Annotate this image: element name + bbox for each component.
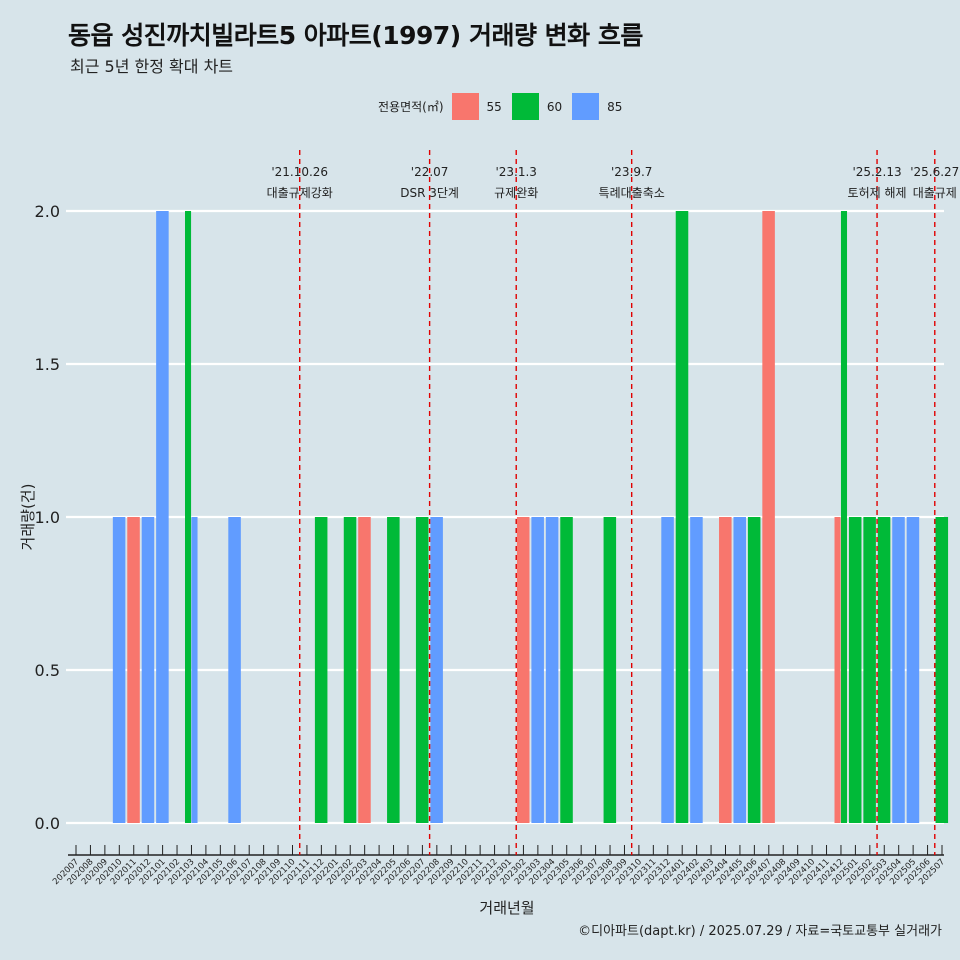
- event-label: 규제완화: [494, 186, 538, 200]
- legend-title: 전용면적(㎡): [378, 100, 444, 114]
- chart-title: 동읍 성진까치빌라트5 아파트(1997) 거래량 변화 흐름: [68, 21, 643, 50]
- bar: [516, 517, 530, 823]
- bar: [892, 517, 905, 823]
- bar: [358, 517, 371, 823]
- bar: [545, 517, 559, 823]
- legend-item-60: 60: [511, 93, 563, 120]
- bar: [840, 211, 848, 823]
- legend-swatch-55: [451, 93, 479, 120]
- y-tick-label: 0.0: [35, 814, 60, 833]
- x-axis-title: 거래년월: [479, 899, 534, 917]
- bar: [191, 517, 198, 823]
- bar: [675, 211, 689, 823]
- event-label: 대출규제: [913, 186, 957, 200]
- event-date-label: '25.6.27: [910, 165, 959, 179]
- bar: [415, 517, 429, 823]
- bar: [531, 517, 544, 823]
- legend-item-55: 55: [451, 93, 502, 120]
- event-label: 특례대출축소: [599, 186, 665, 200]
- bar: [156, 211, 169, 823]
- bar: [661, 517, 674, 823]
- bar: [112, 517, 126, 823]
- bar: [877, 517, 891, 823]
- y-tick-label: 1.5: [35, 355, 60, 374]
- legend-swatch-60: [511, 93, 539, 120]
- bar: [762, 211, 775, 823]
- bar: [560, 517, 573, 823]
- legend: 전용면적(㎡) 55 60 85: [378, 93, 632, 120]
- event-label: 대출규제강화: [267, 186, 333, 200]
- legend-item-85: 85: [572, 93, 622, 120]
- y-tick-label: 0.5: [35, 661, 60, 680]
- y-tick-label: 1.0: [35, 508, 60, 527]
- event-label: 토허제 해제: [848, 186, 907, 200]
- bar: [185, 211, 192, 823]
- event-date-label: '23.1.3: [495, 165, 536, 179]
- bar: [848, 517, 862, 823]
- bar: [733, 517, 746, 823]
- bar: [127, 517, 140, 823]
- legend-label-55: 55: [486, 99, 502, 114]
- legend-label-60: 60: [546, 99, 563, 114]
- y-tick-label: 2.0: [35, 202, 60, 221]
- bar: [387, 517, 400, 823]
- bar: [719, 517, 732, 823]
- source-caption: ©디아파트(dapt.kr) / 2025.07.29 / 자료=국토교통부 실…: [578, 924, 942, 939]
- chart-subtitle: 최근 5년 한정 확대 차트: [70, 57, 234, 76]
- bar: [141, 517, 155, 823]
- bar: [906, 517, 920, 823]
- bar: [603, 517, 617, 823]
- legend-swatch-85: [572, 93, 600, 120]
- bar: [430, 517, 443, 823]
- event-date-label: '23.9.7: [611, 165, 652, 179]
- event-date-label: '22.07: [411, 165, 449, 179]
- bar: [935, 517, 949, 823]
- bar: [314, 517, 328, 823]
- bar: [690, 517, 703, 823]
- bar: [834, 517, 841, 823]
- bar: [863, 517, 876, 823]
- y-axis-title: 거래량(건): [19, 484, 37, 551]
- bar: [747, 517, 761, 823]
- event-label: DSR 3단계: [400, 186, 459, 200]
- bar: [228, 517, 241, 823]
- event-date-label: '21.10.26: [271, 165, 328, 179]
- event-date-label: '25.2.13: [852, 165, 901, 179]
- legend-label-85: 85: [607, 99, 623, 114]
- bar: [343, 517, 357, 823]
